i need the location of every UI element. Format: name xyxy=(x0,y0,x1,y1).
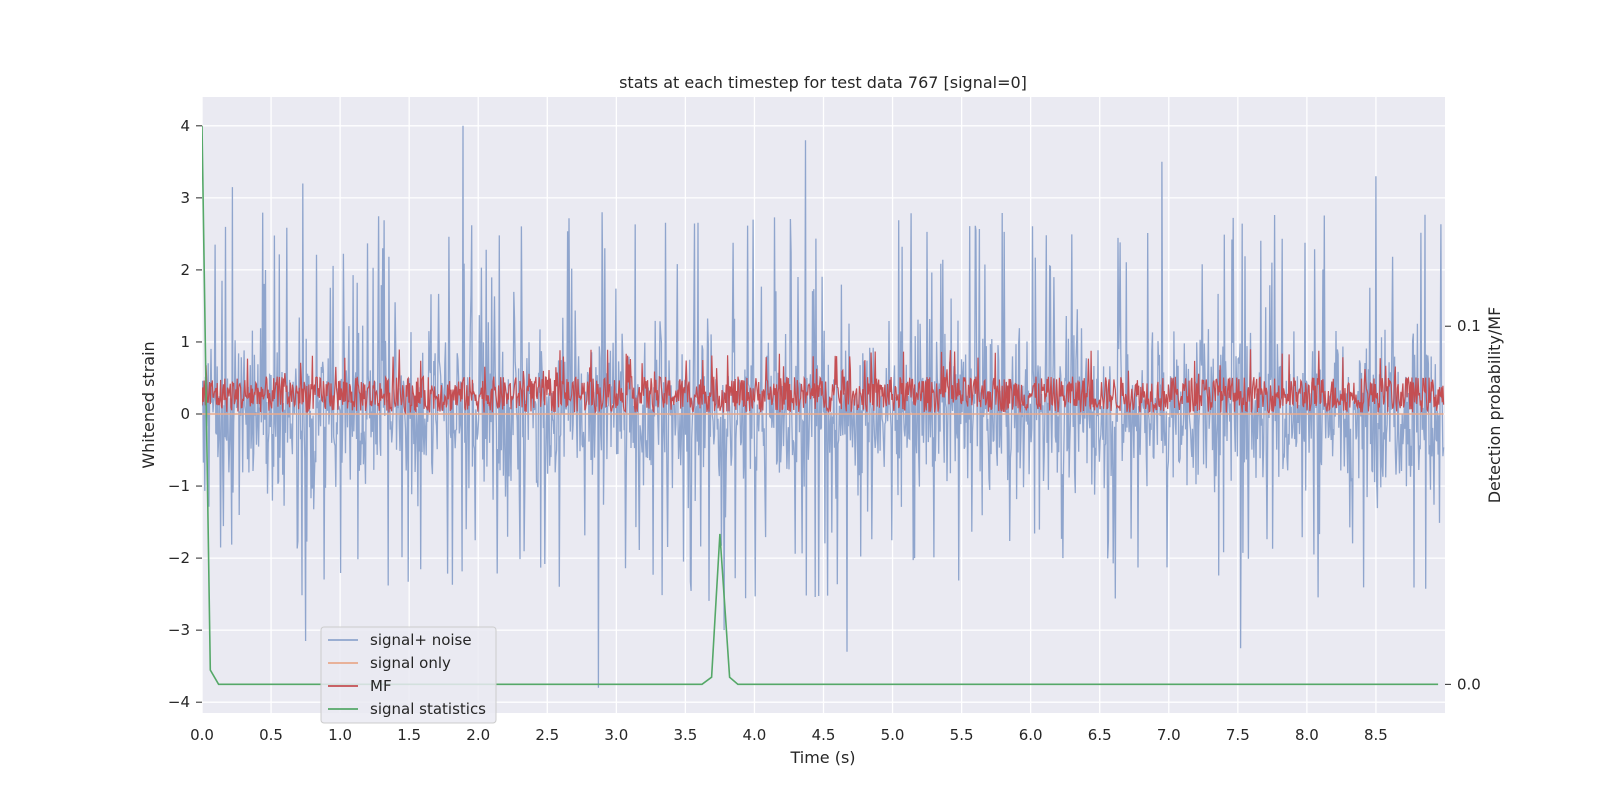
x-tick-label: 6.5 xyxy=(1088,726,1112,744)
y-tick-label: 0 xyxy=(180,405,190,423)
x-tick-label: 6.0 xyxy=(1019,726,1043,744)
legend-label-signal-noise: signal+ noise xyxy=(370,631,472,649)
x-tick-label: 1.0 xyxy=(328,726,352,744)
y-tick-label: 2 xyxy=(180,261,190,279)
y2-tick-label: 0.1 xyxy=(1457,317,1481,335)
x-axis-label: Time (s) xyxy=(789,748,855,767)
x-tick-label: 4.5 xyxy=(812,726,836,744)
x-tick-label: 3.5 xyxy=(673,726,697,744)
x-tick-label: 3.0 xyxy=(604,726,628,744)
x-tick-label: 4.0 xyxy=(743,726,767,744)
legend-label-signal-statistics: signal statistics xyxy=(370,700,486,718)
x-axis-ticks: 0.0 0.5 1.0 1.5 2.0 2.5 3.0 3.5 4.0 4.5 5.0 5.5 6.0 6… xyxy=(190,726,1388,744)
y-tick-label: −3 xyxy=(168,621,190,639)
y-tick-label: 4 xyxy=(180,117,190,135)
x-tick-label: 2.5 xyxy=(535,726,559,744)
legend: signal+ noise signal only MF signal stat… xyxy=(320,626,497,724)
legend-label-signal-only: signal only xyxy=(370,654,451,672)
x-tick-label: 8.5 xyxy=(1364,726,1388,744)
x-tick-label: 5.0 xyxy=(881,726,905,744)
series-mf-line xyxy=(202,349,1445,415)
y2-axis-ticks: 0.0 0.1 xyxy=(1445,317,1481,693)
x-tick-label: 0.0 xyxy=(190,726,214,744)
y-axis-ticks: −4 −3 −2 −1 0 1 2 3 4 xyxy=(168,117,202,711)
x-tick-label: 5.5 xyxy=(950,726,974,744)
x-tick-label: 8.0 xyxy=(1295,726,1319,744)
x-tick-label: 2.0 xyxy=(466,726,490,744)
y-tick-label: 1 xyxy=(180,333,190,351)
legend-box xyxy=(320,626,497,724)
x-tick-label: 7.0 xyxy=(1157,726,1181,744)
y2-tick-label: 0.0 xyxy=(1457,675,1481,693)
y2-axis-label: Detection probability/MF xyxy=(1485,307,1504,504)
chart-title: stats at each timestep for test data 767… xyxy=(619,73,1027,92)
y-tick-label: 3 xyxy=(180,189,190,207)
x-tick-label: 7.5 xyxy=(1226,726,1250,744)
y-tick-label: −4 xyxy=(168,693,190,711)
legend-label-mf: MF xyxy=(370,677,392,695)
x-tick-label: 1.5 xyxy=(397,726,421,744)
series-signal-statistics-line xyxy=(202,125,1439,686)
y-tick-label: −1 xyxy=(168,477,190,495)
x-tick-label: 0.5 xyxy=(259,726,283,744)
y-tick-label: −2 xyxy=(168,549,190,567)
y-axis-label: Whitened strain xyxy=(139,341,158,468)
